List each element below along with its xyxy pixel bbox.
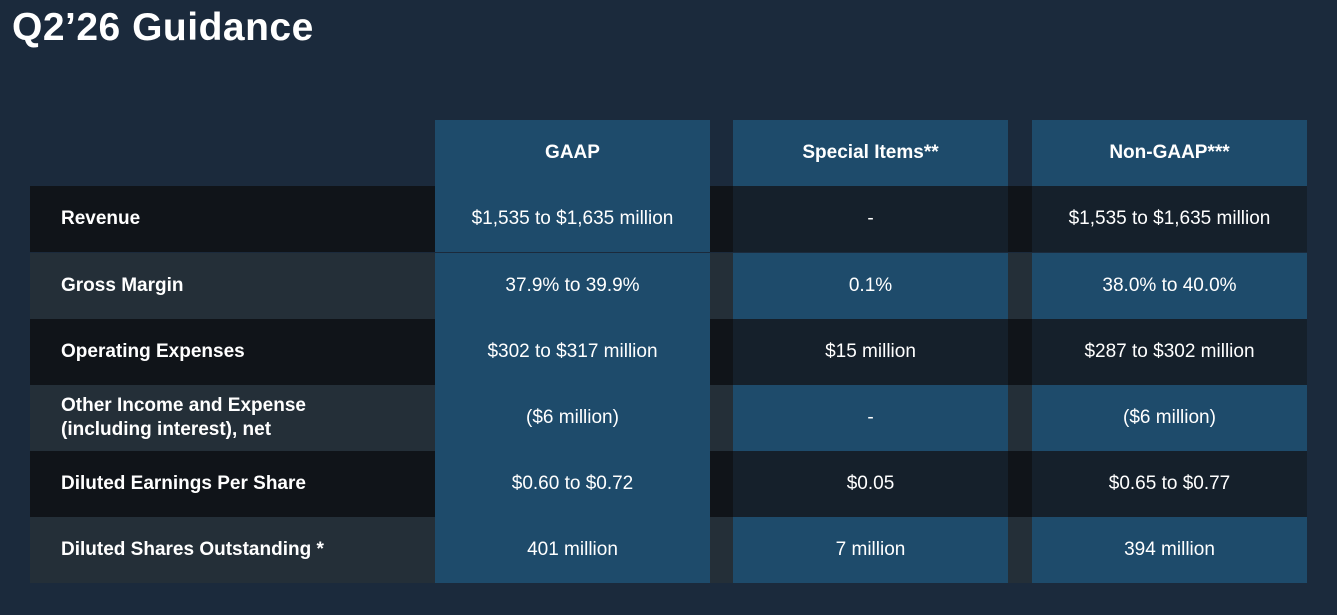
column-gap — [710, 319, 733, 385]
special-items-value: - — [733, 186, 1008, 252]
guidance-table: GAAP Special Items** Non-GAAP*** Revenue… — [30, 120, 1307, 583]
table-row-operating-expenses: Operating Expenses $302 to $317 million … — [30, 319, 1307, 385]
row-label: Diluted Shares Outstanding * — [30, 517, 435, 583]
non-gaap-value: 394 million — [1032, 517, 1307, 583]
row-label-line-1: Other Income and Expense — [61, 395, 306, 416]
non-gaap-value: ($6 million) — [1032, 385, 1307, 451]
column-gap — [710, 253, 733, 319]
gaap-value: $0.60 to $0.72 — [435, 451, 710, 517]
special-items-value: 7 million — [733, 517, 1008, 583]
column-gap — [1008, 385, 1032, 451]
non-gaap-value: $287 to $302 million — [1032, 319, 1307, 385]
column-gap — [710, 517, 733, 583]
special-items-value: $15 million — [733, 319, 1008, 385]
column-gap — [1008, 319, 1032, 385]
column-gap — [710, 385, 733, 451]
table-row-other-income: Other Income and Expense (including inte… — [30, 385, 1307, 451]
table-row-gross-margin: Gross Margin 37.9% to 39.9% 0.1% 38.0% t… — [30, 253, 1307, 319]
column-gap — [710, 451, 733, 517]
non-gaap-value: $0.65 to $0.77 — [1032, 451, 1307, 517]
non-gaap-value: 38.0% to 40.0% — [1032, 253, 1307, 319]
row-label-line-2: (including interest), net — [61, 419, 272, 440]
gaap-value: 37.9% to 39.9% — [435, 253, 710, 319]
special-items-value: $0.05 — [733, 451, 1008, 517]
column-gap — [1008, 517, 1032, 583]
table-row-diluted-shares: Diluted Shares Outstanding * 401 million… — [30, 517, 1307, 583]
row-label: Operating Expenses — [30, 319, 435, 385]
non-gaap-value: $1,535 to $1,635 million — [1032, 186, 1307, 252]
row-label: Diluted Earnings Per Share — [30, 451, 435, 517]
row-label: Other Income and Expense (including inte… — [30, 385, 435, 451]
special-items-value: 0.1% — [733, 253, 1008, 319]
column-gap — [1008, 253, 1032, 319]
gaap-value: $302 to $317 million — [435, 319, 710, 385]
table-row-revenue: Revenue $1,535 to $1,635 million - $1,53… — [30, 186, 1307, 252]
page-title: Q2’26 Guidance — [12, 6, 314, 49]
column-gap — [1008, 451, 1032, 517]
header-special-items: Special Items** — [733, 120, 1008, 186]
gaap-value: $1,535 to $1,635 million — [435, 186, 710, 252]
column-gap — [710, 186, 733, 252]
row-label: Revenue — [30, 186, 435, 252]
header-non-gaap: Non-GAAP*** — [1032, 120, 1307, 186]
header-gaap: GAAP — [435, 120, 710, 186]
gaap-value: 401 million — [435, 517, 710, 583]
table-row-diluted-eps: Diluted Earnings Per Share $0.60 to $0.7… — [30, 451, 1307, 517]
special-items-value: - — [733, 385, 1008, 451]
column-gap — [1008, 186, 1032, 252]
row-label: Gross Margin — [30, 253, 435, 319]
gaap-value: ($6 million) — [435, 385, 710, 451]
